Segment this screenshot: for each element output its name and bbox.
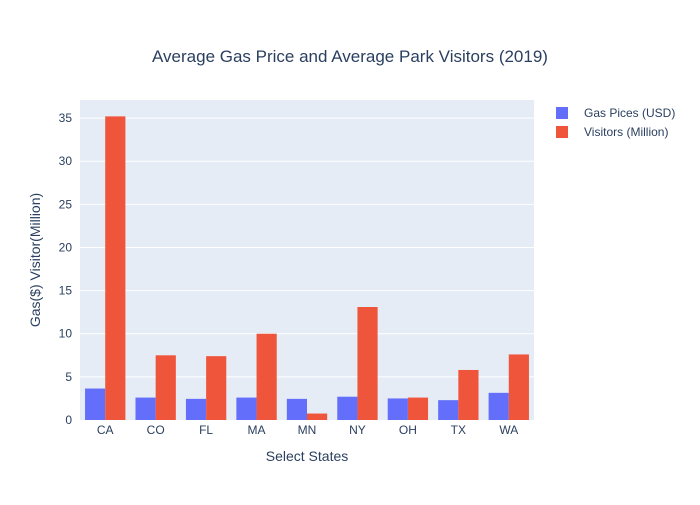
bars (85, 116, 529, 421)
x-axis-ticks: CA CO FL MA MN NY OH TX WA (97, 423, 518, 437)
y-tick-label: 35 (59, 111, 73, 125)
bar-ca-series-1[interactable] (85, 388, 106, 420)
y-tick-label: 15 (59, 284, 73, 298)
x-tick-label: CO (147, 423, 165, 437)
x-tick-label: FL (199, 423, 213, 437)
legend-label: Visitors (Million) (584, 125, 668, 139)
bar-mn-series-1[interactable] (286, 398, 307, 420)
legend-label: Gas Pices (USD) (584, 106, 675, 120)
x-tick-label: CA (97, 423, 114, 437)
bar-oh-series-1[interactable] (387, 398, 408, 420)
bar-co-series-2[interactable] (155, 355, 176, 420)
y-axis-ticks: 0 5 10 15 20 25 30 35 (59, 111, 73, 427)
y-tick-label: 30 (59, 154, 73, 168)
bar-fl-series-1[interactable] (185, 398, 207, 420)
bar-ny-series-1[interactable] (337, 396, 358, 420)
bar-oh-series-2[interactable] (407, 397, 429, 420)
legend-swatch (556, 107, 568, 119)
x-tick-label: MN (298, 423, 317, 437)
bar-wa-series-2[interactable] (508, 354, 529, 420)
x-axis-title: Select States (266, 448, 349, 464)
bar-mn-series-2[interactable] (307, 413, 328, 420)
x-tick-label: MA (248, 423, 266, 437)
legend[interactable]: Gas Pices (USD) Visitors (Million) (556, 106, 675, 139)
x-tick-label: WA (499, 423, 518, 437)
chart-title: Average Gas Price and Average Park Visit… (152, 47, 548, 66)
x-tick-label: NY (349, 423, 366, 437)
y-tick-label: 0 (65, 413, 72, 427)
legend-swatch (556, 126, 568, 138)
y-tick-label: 25 (59, 197, 73, 211)
y-tick-label: 5 (65, 370, 72, 384)
bar-tx-series-2[interactable] (458, 369, 479, 420)
y-axis-title: Gas($) Visitor(Million) (27, 193, 43, 327)
bar-tx-series-1[interactable] (438, 400, 459, 420)
legend-item-series-1[interactable]: Gas Pices (USD) (556, 106, 675, 120)
bar-co-series-1[interactable] (135, 397, 156, 420)
x-tick-label: TX (451, 423, 466, 437)
bar-ma-series-2[interactable] (256, 333, 277, 420)
bar-ca-series-2[interactable] (105, 116, 126, 421)
x-tick-label: OH (399, 423, 417, 437)
bar-fl-series-2[interactable] (206, 356, 227, 420)
legend-item-series-2[interactable]: Visitors (Million) (556, 125, 668, 139)
bar-ny-series-2[interactable] (357, 307, 378, 420)
bar-ma-series-1[interactable] (236, 397, 257, 420)
y-tick-label: 20 (59, 240, 73, 254)
y-tick-label: 10 (59, 327, 73, 341)
bar-wa-series-1[interactable] (488, 392, 509, 420)
